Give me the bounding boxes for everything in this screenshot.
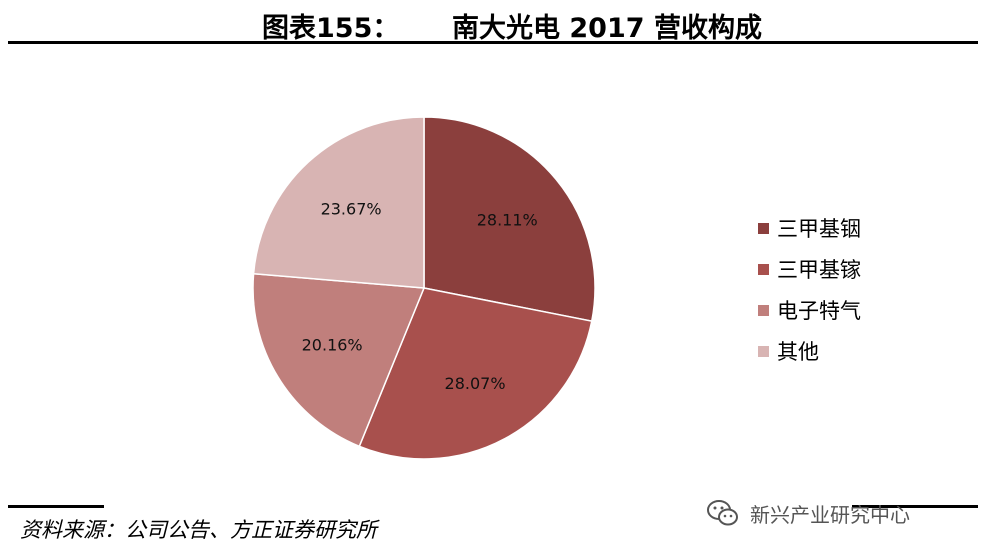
legend-label: 其他	[777, 340, 819, 364]
legend-item-2: 三甲基镓	[758, 254, 861, 284]
figure-label: 图表155：	[262, 13, 400, 44]
legend-item-1: 三甲基铟	[758, 213, 861, 243]
figure-title: 图表155： 南大光电 2017 营收构成	[0, 4, 990, 44]
legend-item-3: 电子特气	[758, 295, 861, 325]
pie-slice-4	[252, 116, 425, 289]
pie-slice-3	[252, 272, 426, 448]
watermark: 新兴产业研究中心	[706, 496, 910, 530]
legend-swatch	[758, 345, 769, 357]
chart-legend: 三甲基铟三甲基镓电子特气其他	[758, 213, 861, 377]
wechat-icon	[707, 500, 738, 526]
watermark-text: 新兴产业研究中心	[750, 502, 910, 527]
source-note: 资料来源：公司公告、方正证券研究所	[20, 518, 377, 542]
bottom-rule-right	[852, 505, 978, 508]
pie-slice-2	[358, 287, 593, 460]
legend-label: 电子特气	[777, 299, 861, 323]
legend-swatch	[758, 304, 769, 316]
top-rule	[8, 41, 978, 44]
slice-label-2: 28.07%	[445, 374, 506, 393]
legend-swatch	[758, 222, 769, 234]
pie-chart: 28.11% 28.07% 20.16% 23.67%	[252, 116, 596, 460]
legend-item-4: 其他	[758, 336, 861, 366]
slice-label-3: 20.16%	[302, 335, 363, 354]
chart-title: 南大光电 2017 营收构成	[452, 13, 762, 44]
slice-label-4: 23.67%	[321, 200, 382, 219]
pie-slice-1	[423, 116, 596, 323]
legend-swatch	[758, 263, 769, 275]
bottom-rule-left	[8, 505, 104, 508]
legend-label: 三甲基铟	[777, 217, 861, 241]
slice-label-1: 28.11%	[477, 211, 538, 230]
legend-label: 三甲基镓	[777, 258, 861, 282]
